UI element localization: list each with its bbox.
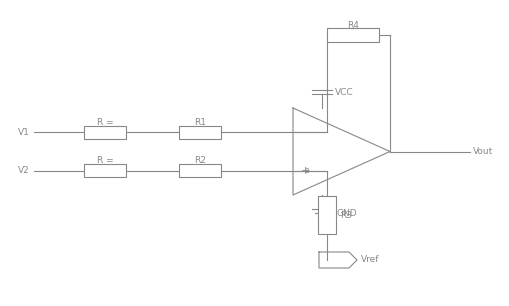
- Text: R =: R =: [97, 156, 113, 165]
- Bar: [84, 126, 126, 139]
- Text: e: e: [304, 166, 308, 175]
- Text: R4: R4: [347, 21, 358, 29]
- Text: Vout: Vout: [472, 147, 492, 156]
- Text: -: -: [302, 127, 306, 137]
- Text: V2: V2: [18, 166, 30, 175]
- Text: GND: GND: [335, 208, 356, 218]
- Bar: [318, 196, 335, 234]
- Text: +: +: [300, 166, 309, 176]
- Text: Vref: Vref: [360, 256, 379, 264]
- Text: R2: R2: [194, 156, 206, 165]
- Bar: [84, 164, 126, 177]
- Bar: [179, 164, 220, 177]
- Bar: [179, 126, 220, 139]
- Text: R3: R3: [340, 211, 351, 220]
- Text: VCC: VCC: [334, 88, 353, 96]
- Text: R1: R1: [193, 118, 206, 127]
- Text: V1: V1: [18, 128, 30, 137]
- Bar: [326, 28, 378, 42]
- Text: R =: R =: [97, 118, 113, 127]
